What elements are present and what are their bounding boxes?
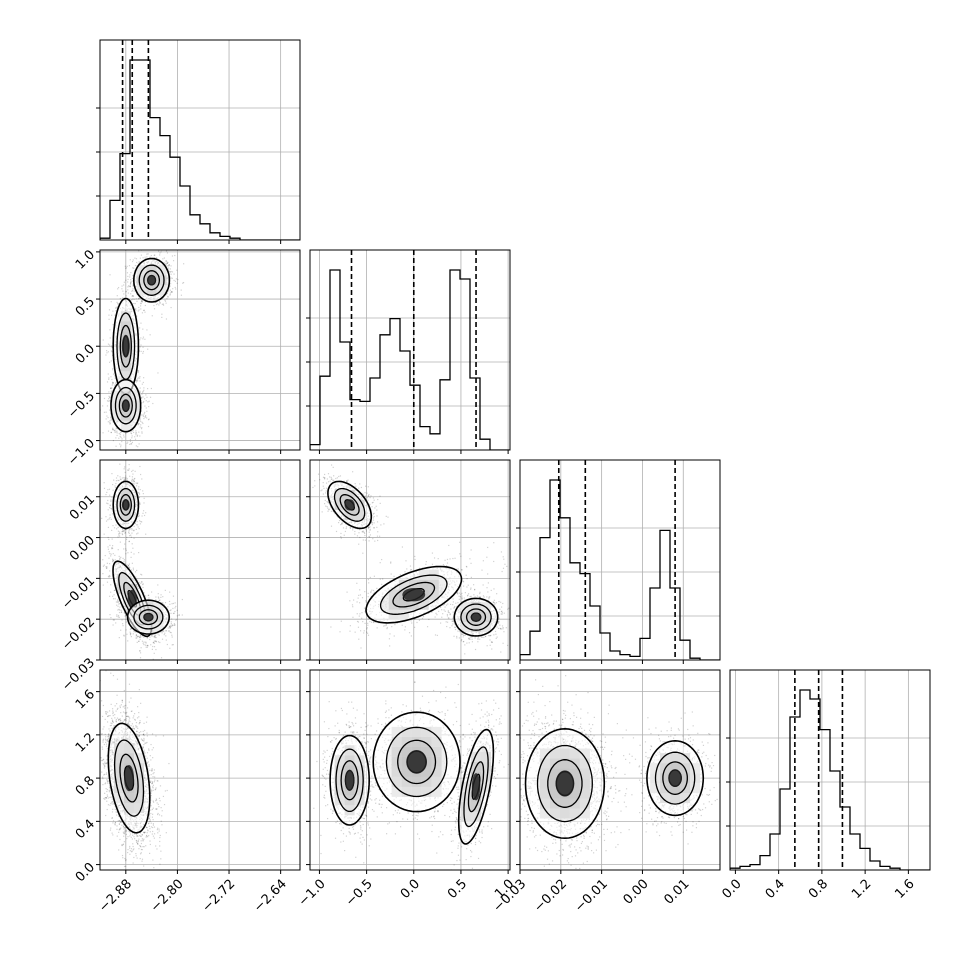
histogram-2 bbox=[520, 479, 720, 660]
y-tick-label-2-4: 0.01 bbox=[67, 492, 98, 523]
y-tick-label-1-4: 1.0 bbox=[73, 247, 98, 272]
y-tick-label-3-1: 0.4 bbox=[73, 817, 98, 842]
y-tick-label-3-0: 0.0 bbox=[73, 860, 98, 885]
y-tick-label-1-0: −1.0 bbox=[65, 436, 98, 469]
density-peak-2 bbox=[121, 399, 130, 412]
x-tick-label-3-4: 1.6 bbox=[892, 877, 917, 902]
density-peak-1 bbox=[402, 587, 426, 602]
y-tick-label-1-3: 0.5 bbox=[73, 294, 98, 319]
x-tick-label-0-0: −2.88 bbox=[96, 877, 135, 916]
panel-3-3 bbox=[730, 670, 930, 870]
panel-frame-1-1 bbox=[309, 249, 511, 451]
panel-frame-3-0 bbox=[99, 669, 301, 871]
panel-bg-2-2 bbox=[520, 460, 720, 660]
pair-density-3-1 bbox=[310, 681, 509, 870]
pair-density-2-0 bbox=[100, 463, 183, 660]
x-tick-label-2-2: −0.01 bbox=[572, 877, 611, 916]
y-tick-label-1-1: −0.5 bbox=[65, 389, 98, 422]
x-tick-label-2-1: −0.02 bbox=[531, 877, 570, 916]
panel-frame-3-2 bbox=[519, 669, 721, 871]
density-peak-1 bbox=[127, 589, 137, 608]
y-tick-label-2-2: −0.01 bbox=[59, 574, 98, 613]
y-tick-label-3-3: 1.2 bbox=[73, 730, 98, 755]
x-tick-label-0-2: −2.72 bbox=[200, 877, 239, 916]
y-tick-label-3-4: 1.6 bbox=[73, 687, 98, 712]
y-tick-label-2-3: 0.00 bbox=[67, 533, 98, 564]
panel-frame-0-0 bbox=[99, 39, 301, 241]
density-peak-1 bbox=[668, 769, 682, 788]
panel-frame-3-1 bbox=[309, 669, 511, 871]
density-peak-0 bbox=[124, 765, 134, 792]
panel-0-0 bbox=[100, 40, 300, 240]
histogram-0 bbox=[100, 59, 300, 240]
y-tick-label-1-2: 0.0 bbox=[73, 342, 98, 367]
pair-density-3-2 bbox=[520, 675, 720, 870]
panel-2-1 bbox=[310, 460, 510, 660]
x-tick-label-2-4: 0.01 bbox=[661, 877, 692, 908]
y-tick-label-3-2: 0.8 bbox=[73, 774, 98, 799]
density-peak-2 bbox=[471, 773, 481, 801]
y-tick-label-2-0: −0.03 bbox=[59, 655, 98, 694]
density-peak-2 bbox=[143, 613, 154, 622]
x-tick-label-1-2: 0.0 bbox=[398, 877, 423, 902]
density-peak-1 bbox=[406, 750, 427, 774]
x-tick-label-3-2: 0.8 bbox=[806, 877, 831, 902]
panel-frame-2-0 bbox=[99, 459, 301, 661]
x-tick-label-1-3: 0.5 bbox=[445, 877, 470, 902]
pair-density-2-1 bbox=[312, 464, 510, 655]
x-tick-label-2-3: 0.00 bbox=[621, 877, 652, 908]
panel-frame-3-3 bbox=[729, 669, 931, 871]
x-tick-label-3-1: 0.4 bbox=[763, 877, 788, 902]
density-peak-0 bbox=[147, 275, 156, 286]
panel-frame-2-2 bbox=[519, 459, 721, 661]
panel-frame-2-1 bbox=[309, 459, 511, 661]
density-peak-0 bbox=[344, 499, 355, 511]
x-tick-label-3-0: 0.0 bbox=[719, 877, 744, 902]
panel-2-2 bbox=[520, 460, 720, 660]
density-peak-0 bbox=[121, 499, 130, 511]
x-tick-label-1-1: −0.5 bbox=[343, 877, 376, 910]
histogram-1 bbox=[310, 269, 510, 450]
density-peak-0 bbox=[344, 769, 355, 791]
panel-3-1 bbox=[310, 670, 510, 870]
density-peak-1 bbox=[121, 334, 130, 358]
density-peak-2 bbox=[470, 612, 482, 622]
x-tick-label-0-1: −2.80 bbox=[148, 877, 187, 916]
x-tick-label-3-3: 1.2 bbox=[849, 877, 874, 902]
x-tick-label-1-0: −1.0 bbox=[296, 877, 329, 910]
panel-bg-0-0 bbox=[100, 40, 300, 240]
panel-frame-1-0 bbox=[99, 249, 301, 451]
x-tick-label-0-3: −2.64 bbox=[251, 877, 290, 916]
pair-density-1-0 bbox=[100, 250, 185, 450]
density-peak-0 bbox=[555, 770, 575, 797]
pair-density-3-0 bbox=[100, 670, 170, 869]
y-tick-label-2-1: −0.02 bbox=[59, 615, 98, 654]
histogram-3 bbox=[730, 689, 930, 870]
